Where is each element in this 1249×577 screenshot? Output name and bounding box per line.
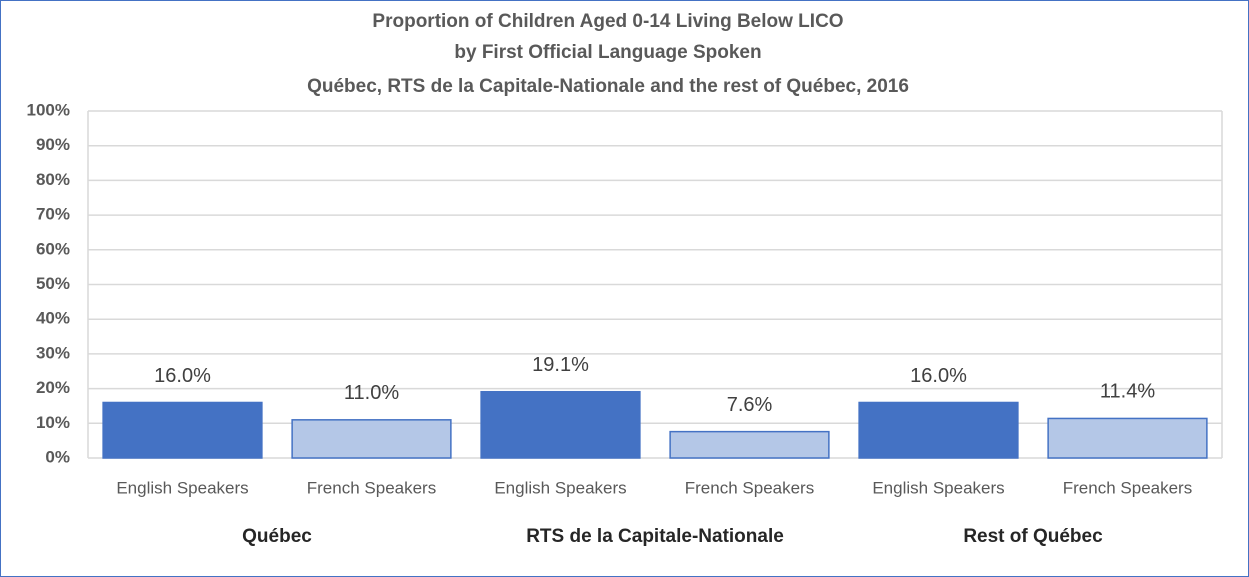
x-tick-label: French Speakers [685, 478, 814, 497]
bar [669, 430, 830, 459]
data-label: 16.0% [910, 365, 967, 387]
y-tick-label: 0% [45, 447, 70, 466]
x-tick-label: English Speakers [872, 478, 1004, 497]
data-label: 19.1% [532, 354, 589, 376]
bar [858, 401, 1019, 459]
x-tick-label: French Speakers [307, 478, 436, 497]
x-tick-label: French Speakers [1063, 478, 1192, 497]
y-tick-label: 60% [36, 239, 70, 258]
x-tick-label: English Speakers [116, 478, 248, 497]
y-tick-label: 80% [36, 170, 70, 189]
data-label: 11.0% [344, 382, 399, 404]
chart-title: Québec, RTS de la Capitale-Nationale and… [307, 76, 909, 97]
chart-title: Proportion of Children Aged 0-14 Living … [372, 11, 843, 32]
data-label: 7.6% [727, 394, 773, 416]
bar [291, 419, 452, 459]
bar [480, 390, 641, 459]
bar [1047, 417, 1208, 459]
data-label: 11.4% [1100, 381, 1155, 403]
y-tick-label: 90% [36, 135, 70, 154]
y-tick-label: 10% [36, 413, 70, 432]
x-tick-label: English Speakers [494, 478, 626, 497]
bar [102, 401, 263, 459]
group-label: RTS de la Capitale-Nationale [526, 526, 784, 547]
y-tick-label: 70% [36, 205, 70, 224]
group-label: Rest of Québec [963, 526, 1103, 547]
group-label: Québec [242, 526, 312, 547]
data-label: 16.0% [154, 365, 211, 387]
y-tick-label: 40% [36, 309, 70, 328]
y-tick-label: 50% [36, 274, 70, 293]
chart-title: by First Official Language Spoken [454, 42, 761, 63]
y-tick-label: 100% [27, 100, 70, 119]
y-tick-label: 20% [36, 378, 70, 397]
y-tick-label: 30% [36, 343, 70, 362]
